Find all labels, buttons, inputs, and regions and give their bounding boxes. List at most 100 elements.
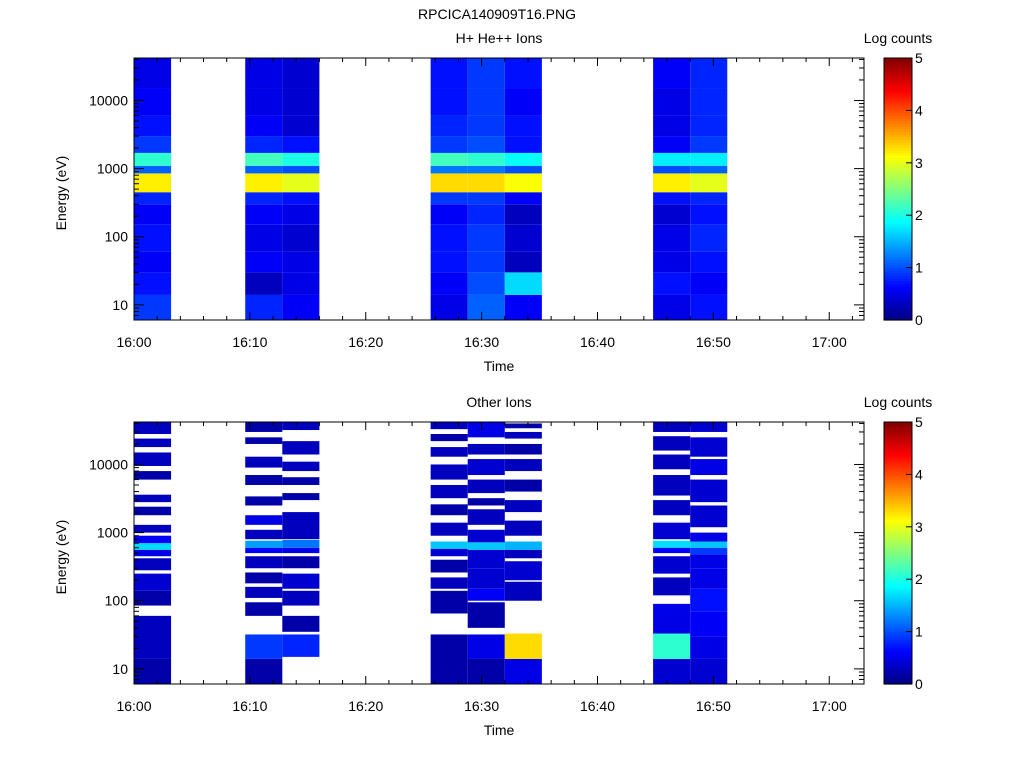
colorbar-segment [884, 647, 912, 651]
colorbar-label: Log counts [864, 30, 933, 46]
colorbar-segment [884, 665, 912, 669]
colorbar-segment [884, 529, 912, 533]
heatmap-cell [134, 558, 172, 571]
colorbar-segment [884, 191, 912, 195]
colorbar-segment [884, 314, 912, 318]
x-tick-label: 16:50 [696, 334, 731, 350]
heatmap-cell [467, 634, 505, 659]
heatmap-cell [430, 484, 468, 499]
colorbar-segment [884, 670, 912, 675]
heatmap-cell [134, 294, 172, 320]
heatmap-cell [467, 88, 505, 116]
heatmap-cell [430, 577, 468, 589]
heatmap-cell [504, 251, 542, 273]
heatmap-cell [504, 58, 542, 89]
heatmap-cell [653, 165, 691, 174]
heatmap-cell [430, 634, 468, 684]
heatmap-cell [504, 658, 542, 684]
colorbar-segment [884, 199, 912, 203]
colorbar-segment [884, 162, 912, 167]
colorbar-segment [884, 275, 912, 279]
colorbar-segment [884, 76, 912, 80]
heatmap-cell [653, 88, 691, 116]
heatmap-cell [467, 542, 505, 550]
heatmap-cell [430, 88, 468, 116]
x-axis-label: Time [484, 722, 515, 738]
colorbar-segment [884, 272, 912, 277]
colorbar-tick-label: 0 [915, 312, 923, 328]
heatmap-cell [430, 152, 468, 166]
colorbar-segment [884, 249, 912, 253]
panel-1: 16:00 16:10 16:20 16:30 16:40 16:50 17:0010100… [53, 30, 932, 374]
heatmap-cell [690, 165, 728, 174]
colorbar-segment [884, 257, 912, 261]
y-axis-label: Energy (eV) [53, 156, 69, 231]
colorbar-segment [884, 259, 912, 263]
heatmap-cell [467, 459, 505, 476]
heatmap-cell [430, 433, 468, 442]
heatmap-cell [245, 136, 283, 153]
heatmap-cell [282, 461, 320, 472]
heatmap-cell [653, 224, 691, 252]
colorbar-segment [884, 144, 912, 148]
colorbar-segment [884, 92, 912, 96]
x-tick-label: 16:10 [232, 698, 267, 714]
y-tick-label: 100 [105, 593, 129, 609]
panel-2: 16:00 16:10 16:20 16:30 16:40 16:50 17:0010100… [53, 394, 932, 738]
colorbar-segment [884, 469, 912, 473]
heatmap-cell [430, 541, 468, 549]
heatmap-cell [653, 436, 691, 451]
colorbar-frame [883, 57, 913, 321]
heatmap-cell [282, 294, 320, 320]
colorbar-segment [884, 84, 912, 88]
x-tick-label: 16:40 [580, 334, 615, 350]
colorbar-segment [884, 244, 912, 248]
x-tick-label: 16:20 [348, 334, 383, 350]
colorbar-segment [884, 652, 912, 656]
colorbar-segment [884, 660, 912, 664]
heatmap-cell [690, 505, 728, 528]
colorbar-segment [884, 479, 912, 483]
heatmap-cell [504, 459, 542, 472]
heatmap-cell [653, 577, 691, 596]
heatmap-cell [282, 204, 320, 225]
colorbar-segment [884, 105, 912, 109]
y-axis-label: Energy (eV) [53, 520, 69, 595]
colorbar-segment [884, 453, 912, 457]
heatmap-cell [690, 658, 728, 684]
heatmap-cell [504, 431, 542, 439]
heatmap-cell [134, 115, 172, 137]
heatmap-cell [653, 422, 691, 432]
colorbar-frame [883, 421, 913, 685]
colorbar-segment [884, 623, 912, 627]
heatmap-cell [504, 136, 542, 153]
colorbar-segment [884, 196, 912, 201]
colorbar-segment [884, 440, 912, 444]
heatmap-cell [653, 192, 691, 205]
y-tick-label: 10000 [89, 92, 128, 108]
colorbar-segment [884, 94, 912, 98]
heatmap-cell [504, 204, 542, 225]
colorbar-segment [884, 589, 912, 593]
colorbar-segment [884, 513, 912, 517]
colorbar-segment [884, 663, 912, 667]
colorbar-tick-label: 1 [915, 624, 923, 640]
colorbar-segment [884, 482, 912, 486]
colorbar-segment [884, 579, 912, 583]
colorbar-segment [884, 68, 912, 72]
heatmap-cell [134, 549, 172, 557]
colorbar-segment [884, 518, 912, 523]
colorbar-segment [884, 86, 912, 91]
colorbar-segment [884, 495, 912, 499]
colorbar-segment [884, 181, 912, 185]
heatmap-cell [134, 152, 172, 166]
heatmap-cell [134, 471, 172, 480]
colorbar-segment [884, 631, 912, 635]
colorbar-segment [884, 563, 912, 567]
heatmap-cell [245, 602, 283, 616]
colorbar-segment [884, 317, 912, 321]
heatmap-cell [430, 294, 468, 320]
colorbar-segment [884, 157, 912, 161]
colorbar-segment [884, 474, 912, 478]
heatmap-cell [245, 475, 283, 485]
